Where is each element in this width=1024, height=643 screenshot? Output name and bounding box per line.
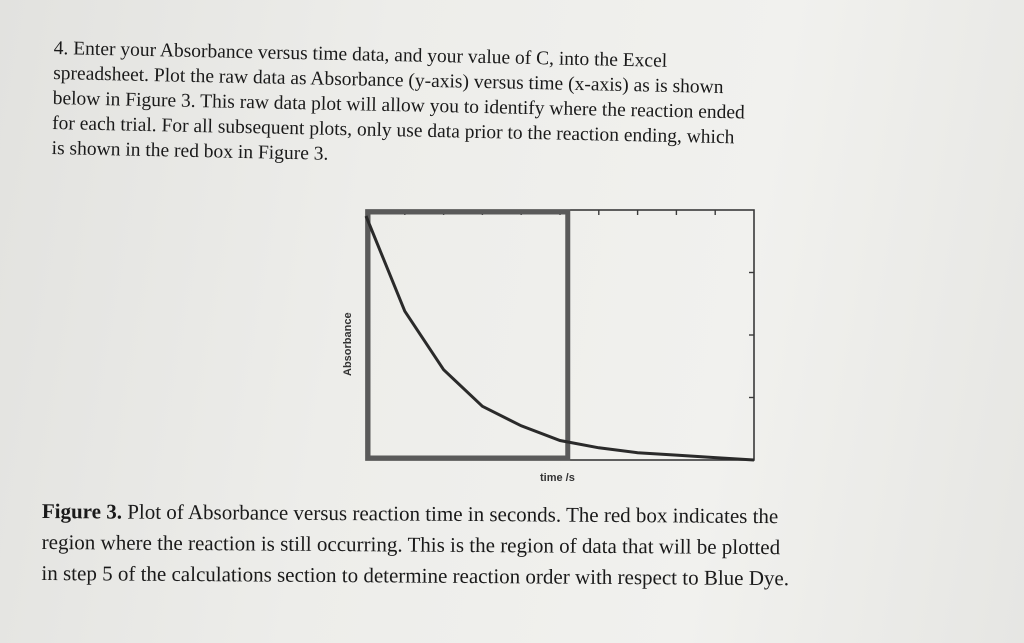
absorbance-curve xyxy=(364,215,755,462)
reaction-region-box xyxy=(365,209,571,461)
plot-frame xyxy=(365,209,755,461)
instructions-paragraph: 4. Enter your Absorbance versus time dat… xyxy=(51,36,983,180)
caption-figure-label: Figure 3. xyxy=(41,498,123,524)
figure-3: Absorbance time /s xyxy=(340,196,760,488)
absorbance-plot xyxy=(364,209,755,462)
caption-line-1-text: Plot of Absorbance versus reaction time … xyxy=(121,499,779,529)
x-axis-label: time /s xyxy=(540,472,575,484)
figure-caption: Figure 3. Plot of Absorbance versus reac… xyxy=(41,496,992,596)
y-axis-label: Absorbance xyxy=(342,312,354,376)
caption-line-3: in step 5 of the calculations section to… xyxy=(41,560,790,591)
axis-ticks xyxy=(404,210,754,399)
